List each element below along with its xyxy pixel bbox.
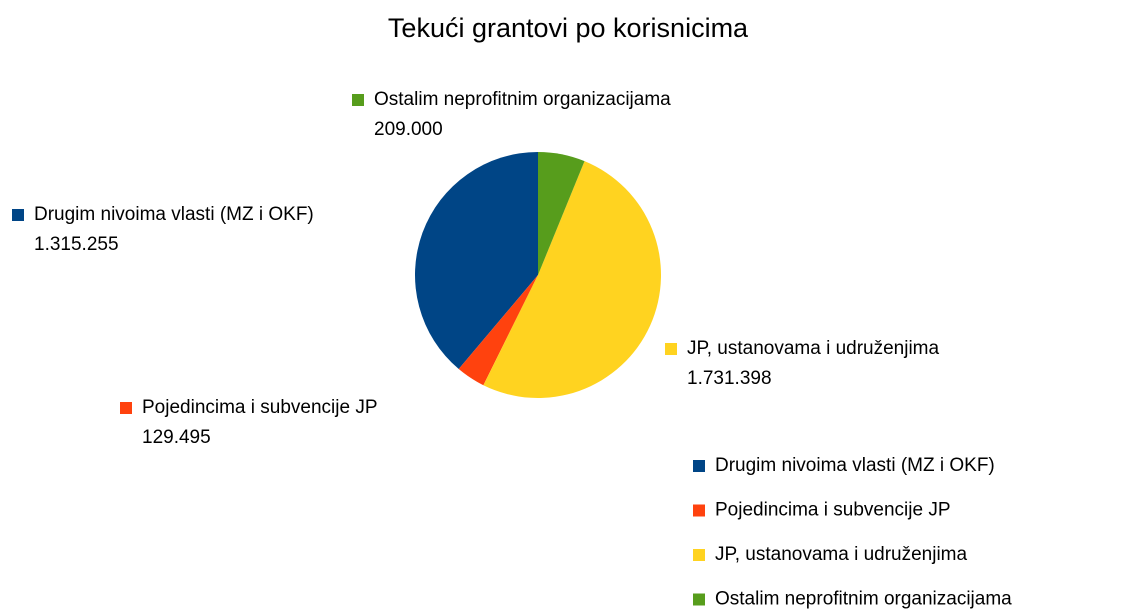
pie-slice [458, 275, 538, 386]
data-label-name: Pojedincima i subvencije JP [142, 397, 378, 418]
label-swatch [120, 402, 132, 414]
legend-swatch [693, 460, 705, 472]
legend-label: Ostalim neprofitnim organizacijama [715, 589, 1012, 610]
data-label-value: 209.000 [374, 119, 443, 140]
data-label-name: JP, ustanovama i udruženjima [687, 338, 939, 359]
chart-title: Tekući grantovi po korisnicima [388, 13, 749, 43]
legend-swatch [693, 504, 705, 517]
legend-label: JP, ustanovama i udruženjima [715, 544, 967, 565]
label-swatch [352, 94, 364, 106]
data-label-value: 129.495 [142, 427, 211, 448]
data-label-name: Drugim nivoima vlasti (MZ i OKF) [34, 204, 314, 225]
legend-swatch [693, 593, 705, 606]
legend-label: Pojedincima i subvencije JP [715, 500, 951, 521]
legend-swatch [693, 549, 705, 561]
data-label-value: 1.315.255 [34, 234, 119, 255]
pie-slice [538, 152, 585, 275]
data-label-value: 1.731.398 [687, 368, 772, 389]
label-swatch [665, 343, 677, 355]
pie-slice [483, 161, 661, 398]
data-label-name: Ostalim neprofitnim organizacijama [374, 89, 671, 110]
pie-slice [415, 152, 538, 370]
label-swatch [12, 209, 24, 221]
legend-label: Drugim nivoima vlasti (MZ i OKF) [715, 455, 995, 476]
